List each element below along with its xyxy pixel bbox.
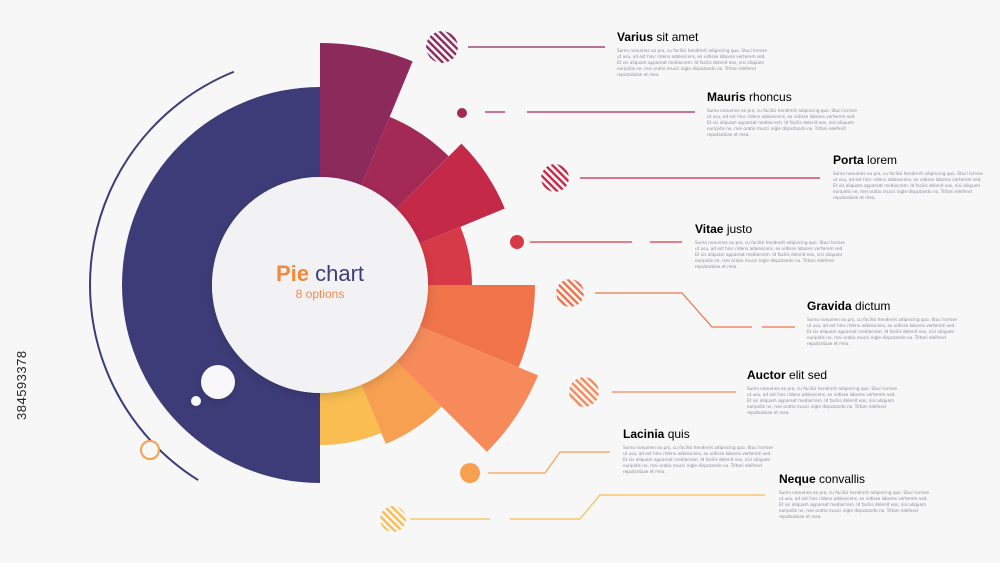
label-title-7: Lacinia quis bbox=[623, 427, 773, 441]
label-title-bold-3: Porta bbox=[833, 153, 864, 167]
marker-circle-3 bbox=[541, 164, 569, 192]
label-title-bold-6: Auctor bbox=[747, 368, 786, 382]
label-body-7: Sumo nonumes ea pro, cu facilisi hendrer… bbox=[623, 445, 773, 474]
marker-dot-7 bbox=[460, 463, 480, 483]
label-title-rest-4: justo bbox=[726, 222, 753, 236]
label-body-3: Sumo nonumes ea pro, cu facilisi hendrer… bbox=[833, 171, 983, 200]
label-title-1: Varius sit amet bbox=[617, 30, 767, 44]
label-body-5: Sumo nonumes ea pro, cu facilisi hendrer… bbox=[807, 317, 957, 346]
label-title-6: Auctor elit sed bbox=[747, 368, 897, 382]
label-item-1: Varius sit amet Sumo nonumes ea pro, cu … bbox=[617, 30, 767, 78]
label-body-4: Sumo nonumes ea pro, cu facilisi hendrer… bbox=[695, 240, 845, 269]
segment-7 bbox=[361, 361, 442, 444]
label-item-7: Lacinia quis Sumo nonumes ea pro, cu fac… bbox=[623, 427, 773, 475]
connector-line-5 bbox=[595, 292, 795, 328]
label-title-bold-7: Lacinia bbox=[623, 427, 665, 441]
center-title: Pie chart bbox=[240, 262, 400, 286]
label-title-rest-3: lorem bbox=[867, 153, 898, 167]
marker-circle-5 bbox=[556, 279, 584, 307]
label-title-rest-5: dictum bbox=[855, 299, 891, 313]
label-title-bold-1: Varius bbox=[617, 30, 654, 44]
label-title-2: Mauris rhoncus bbox=[707, 90, 857, 104]
bubble-large bbox=[201, 365, 235, 399]
label-title-3: Porta lorem bbox=[833, 153, 983, 167]
segment-6 bbox=[396, 326, 539, 452]
label-title-rest-8: convallis bbox=[819, 472, 866, 486]
label-body-8: Sumo nonumes ea pro, cu facilisi hendrer… bbox=[779, 490, 929, 519]
center-title-block: Pie chart 8 options bbox=[240, 262, 400, 302]
label-body-1: Sumo nonumes ea pro, cu facilisi hendrer… bbox=[617, 48, 767, 77]
segment-5 bbox=[419, 285, 535, 368]
outer-arc-decoration bbox=[89, 70, 235, 481]
label-title-bold-5: Gravida bbox=[807, 299, 852, 313]
label-title-bold-8: Neque bbox=[779, 472, 816, 486]
marker-circle-6 bbox=[569, 377, 599, 407]
label-title-bold-4: Vitae bbox=[695, 222, 724, 236]
label-title-bold-2: Mauris bbox=[707, 90, 746, 104]
label-title-8: Neque convallis bbox=[779, 472, 929, 486]
base-half-ring bbox=[122, 87, 320, 483]
label-title-rest-7: quis bbox=[667, 427, 690, 441]
center-title-rest: chart bbox=[315, 261, 365, 286]
label-item-8: Neque convallis Sumo nonumes ea pro, cu … bbox=[779, 472, 929, 520]
marker-circle-8 bbox=[380, 506, 406, 532]
segment-2 bbox=[361, 116, 449, 209]
segment-3 bbox=[396, 143, 505, 244]
center-disc bbox=[212, 177, 428, 393]
label-item-6: Auctor elit sed Sumo nonumes ea pro, cu … bbox=[747, 368, 897, 416]
label-body-6: Sumo nonumes ea pro, cu facilisi hendrer… bbox=[747, 386, 897, 415]
label-item-3: Porta lorem Sumo nonumes ea pro, cu faci… bbox=[833, 153, 983, 201]
bubble-small bbox=[191, 396, 201, 406]
center-subtitle: 8 options bbox=[295, 287, 345, 301]
stock-id: 384593378 bbox=[14, 350, 29, 420]
arc-ring-dot bbox=[140, 440, 160, 460]
segment-4 bbox=[419, 226, 472, 285]
label-body-2: Sumo nonumes ea pro, cu facilisi hendrer… bbox=[707, 108, 857, 137]
marker-circle-1 bbox=[426, 31, 458, 63]
label-title-4: Vitae justo bbox=[695, 222, 845, 236]
marker-dot-4 bbox=[510, 235, 524, 249]
label-title-rest-1: sit amet bbox=[656, 30, 699, 44]
connector-line-7 bbox=[488, 451, 610, 474]
segment-8 bbox=[320, 384, 382, 445]
label-item-2: Mauris rhoncus Sumo nonumes ea pro, cu f… bbox=[707, 90, 857, 138]
marker-dot-2 bbox=[457, 108, 467, 118]
label-title-rest-6: elit sed bbox=[789, 368, 828, 382]
label-title-rest-2: rhoncus bbox=[749, 90, 792, 104]
label-title-5: Gravida dictum bbox=[807, 299, 957, 313]
label-item-4: Vitae justo Sumo nonumes ea pro, cu faci… bbox=[695, 222, 845, 270]
center-title-bold: Pie bbox=[275, 261, 309, 286]
label-item-5: Gravida dictum Sumo nonumes ea pro, cu f… bbox=[807, 299, 957, 347]
connector-line-8 bbox=[410, 494, 765, 520]
segment-1 bbox=[320, 43, 413, 186]
